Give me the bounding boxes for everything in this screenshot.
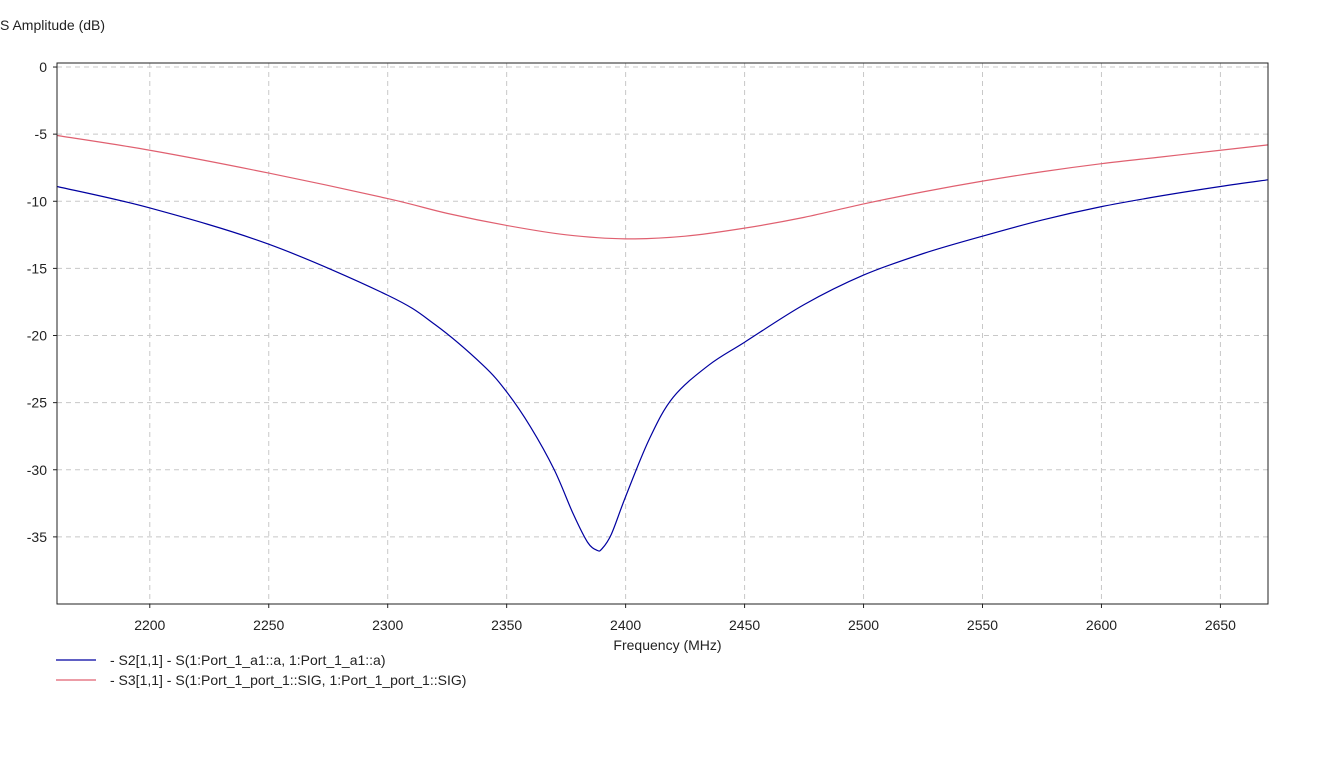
y-tick-label: -35 [27, 529, 47, 545]
series-line-1 [56, 179, 1269, 552]
x-axis-ticks: 2200 2250 2300 2350 2400 2450 2500 2550 2600 2650 [134, 604, 1236, 633]
series-group [56, 134, 1269, 552]
x-tick-label: 2600 [1086, 617, 1117, 633]
legend-label-2: - S3[1,1] - S(1:Port_1_port_1::SIG, 1:Po… [110, 672, 466, 688]
x-tick-label: 2650 [1205, 617, 1236, 633]
y-tick-label: -20 [27, 328, 47, 344]
y-tick-label: -5 [35, 126, 48, 142]
x-axis-title: Frequency (MHz) [613, 637, 721, 653]
y-tick-label: -25 [27, 395, 47, 411]
x-tick-label: 2500 [848, 617, 879, 633]
x-tick-label: 2250 [253, 617, 284, 633]
x-tick-label: 2200 [134, 617, 165, 633]
plot-frame [56, 62, 1269, 605]
grid [57, 63, 1268, 604]
y-axis-ticks: 0 -5 -10 -15 -20 -25 -30 -35 [27, 59, 57, 545]
y-tick-label: -15 [27, 260, 47, 276]
y-axis-title: S Amplitude (dB) [0, 17, 105, 33]
y-tick-label: 0 [39, 59, 47, 75]
legend-label-1: - S2[1,1] - S(1:Port_1_a1::a, 1:Port_1_a… [110, 652, 386, 668]
x-tick-label: 2400 [610, 617, 641, 633]
x-tick-label: 2450 [729, 617, 760, 633]
x-tick-label: 2300 [372, 617, 403, 633]
y-tick-label: -30 [27, 462, 47, 478]
legend: - S2[1,1] - S(1:Port_1_a1::a, 1:Port_1_a… [56, 652, 466, 688]
x-tick-label: 2350 [491, 617, 522, 633]
y-tick-label: -10 [27, 193, 47, 209]
series-line-2 [56, 134, 1269, 240]
x-tick-label: 2550 [967, 617, 998, 633]
